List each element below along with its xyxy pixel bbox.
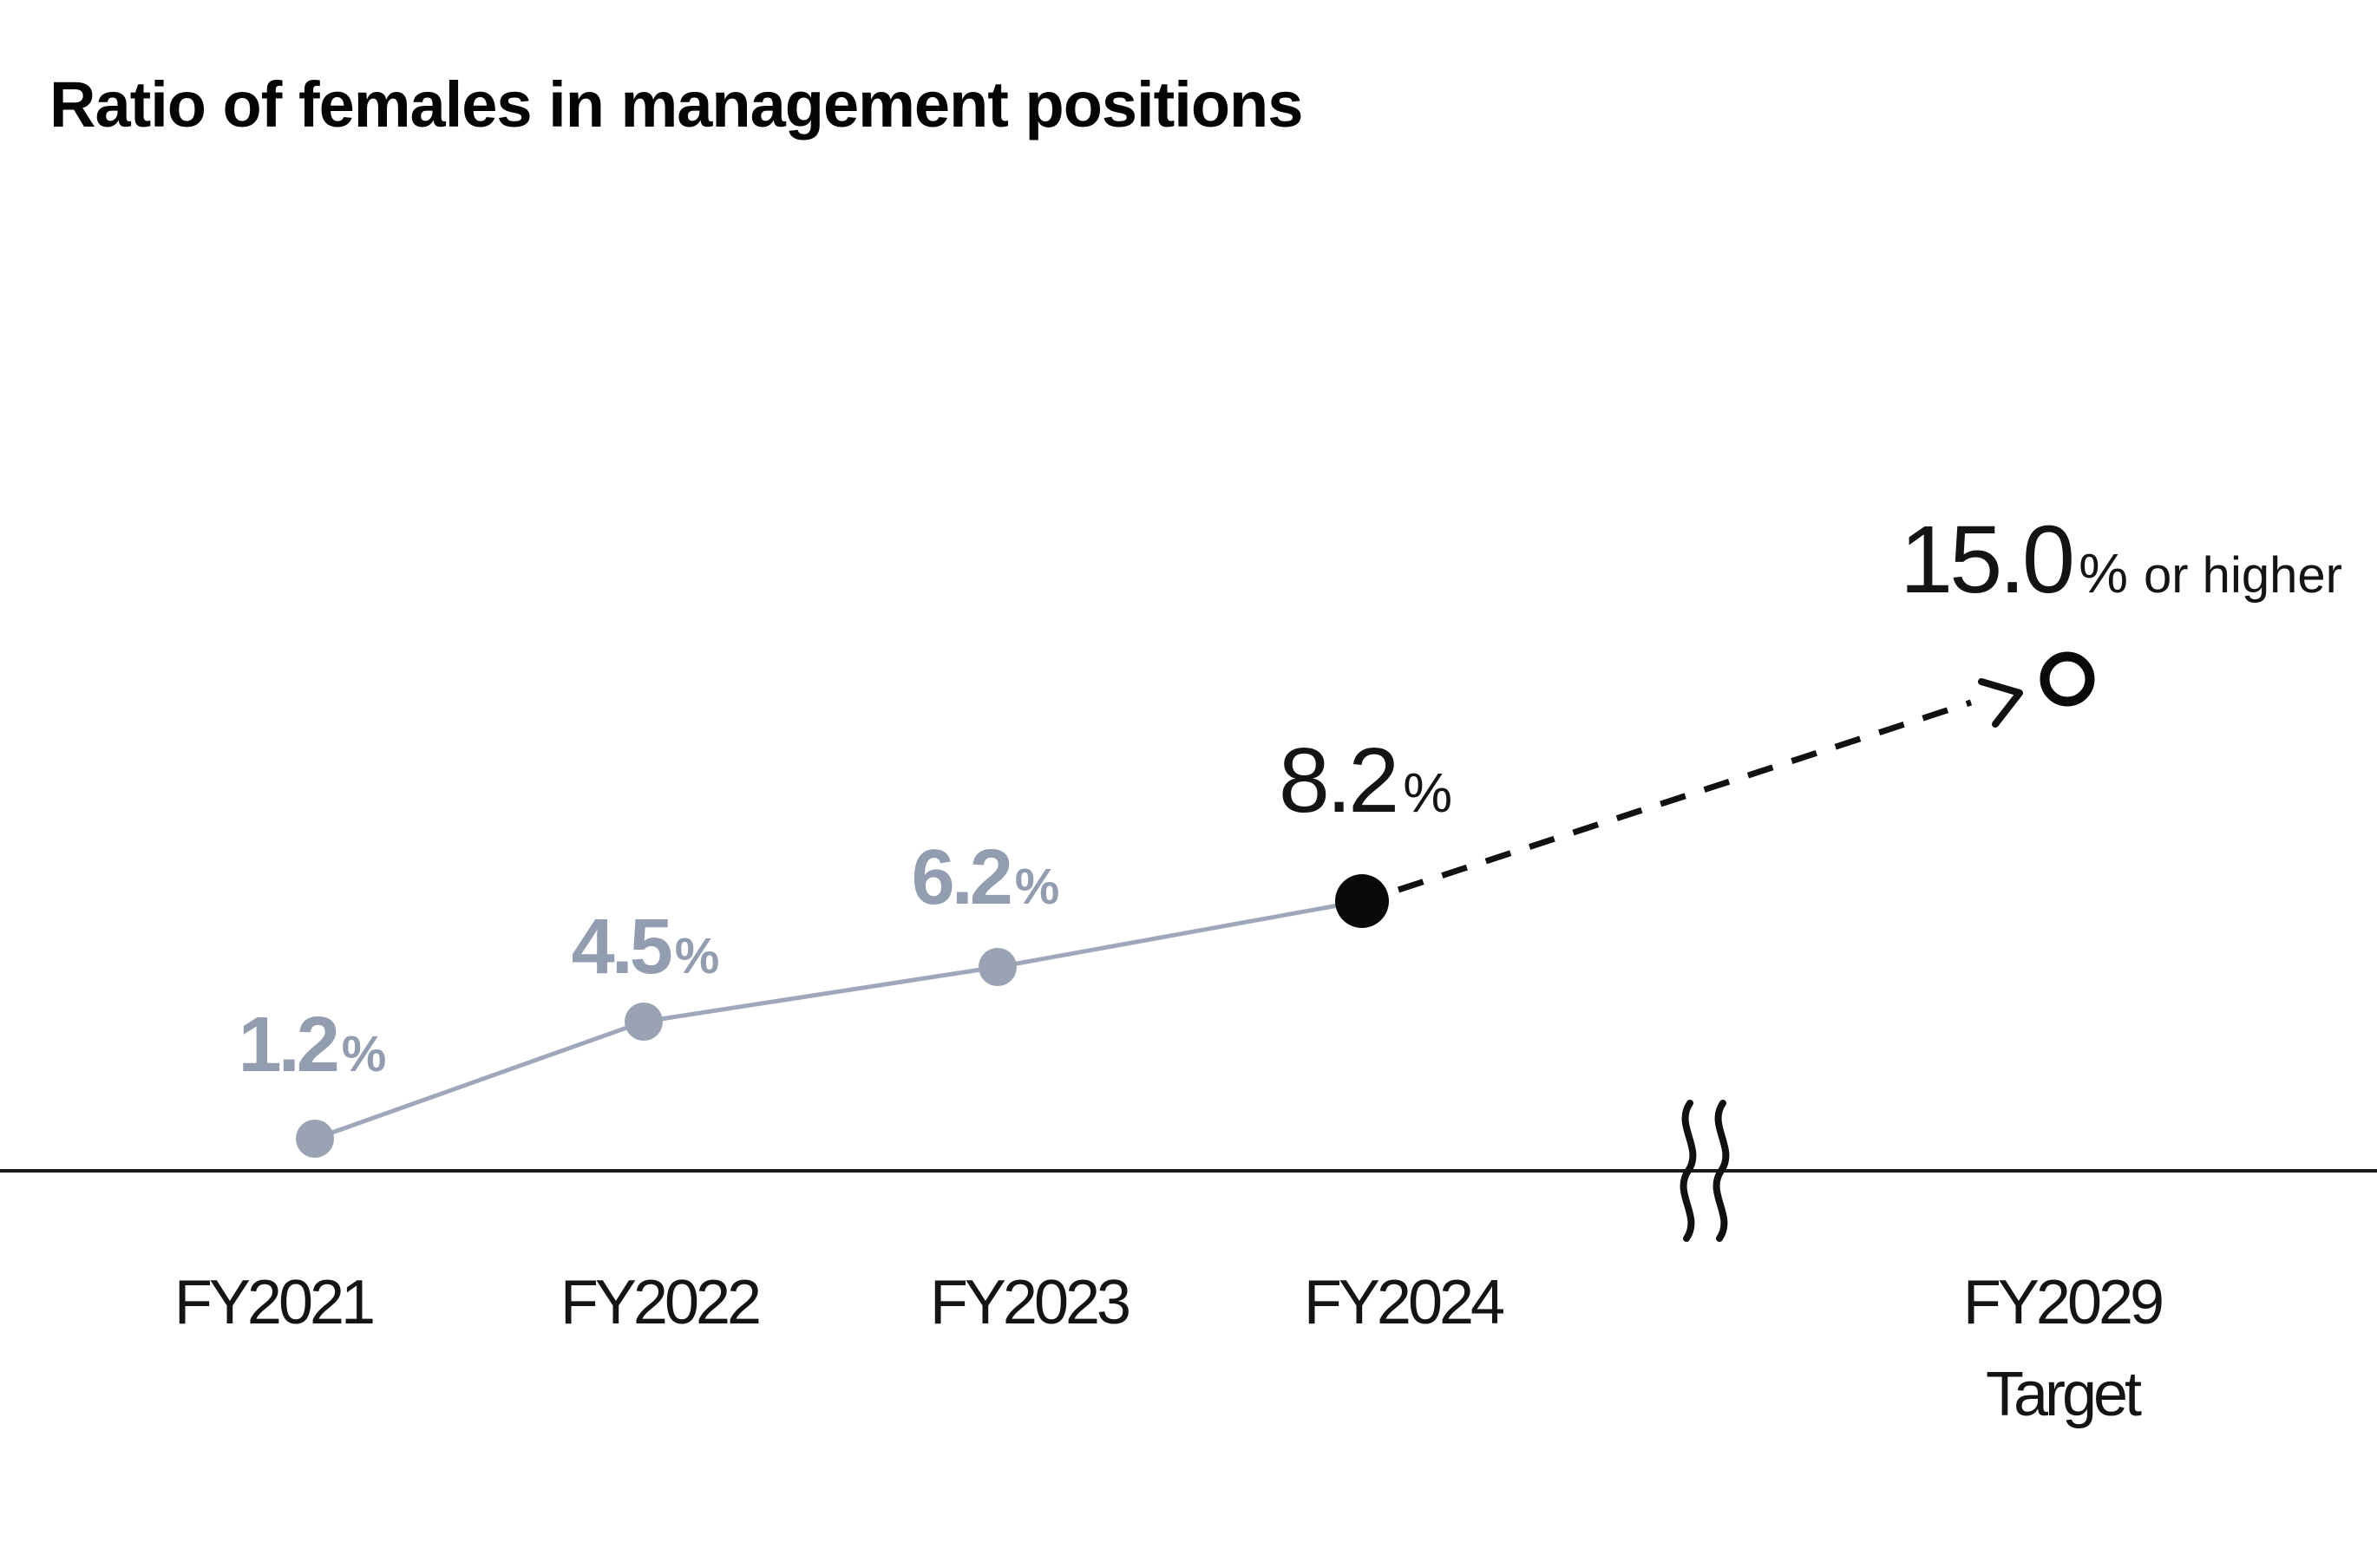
value-label-fy2024: 8.2% [1279, 735, 1452, 826]
x-label-fy2022: FY2022 [560, 1268, 762, 1337]
percent-sign: % [1403, 761, 1453, 824]
percent-sign: % [2079, 542, 2128, 604]
x-label-fy2021: FY2021 [174, 1268, 376, 1337]
percent-sign: % [341, 1026, 387, 1082]
data-point-fy2024 [1335, 874, 1389, 928]
target-suffix: or higher [2144, 547, 2342, 604]
chart-title: Ratio of females in management positions [49, 69, 1303, 140]
data-point-fy2021 [296, 1120, 334, 1158]
percent-sign: % [1014, 859, 1060, 915]
value-label-fy2022: 4.5% [572, 908, 720, 986]
axis-break-squiggle-left [1680, 1100, 1697, 1242]
percent-sign: % [674, 928, 720, 984]
x-label-target-word: Target [1985, 1360, 2142, 1429]
value-label-fy2021: 1.2% [239, 1006, 387, 1084]
x-label-fy2029-target: FY2029 Target [1962, 1257, 2164, 1441]
x-label-fy2023: FY2023 [929, 1268, 1131, 1337]
x-label-fy2024: FY2024 [1303, 1268, 1505, 1337]
data-point-fy2023 [979, 948, 1017, 986]
value-number: 1.2 [238, 1002, 340, 1088]
value-label-target: 15.0% or higher [1900, 513, 2342, 608]
value-number: 15.0 [1900, 506, 2075, 613]
axis-break-squiggle-right [1712, 1100, 1730, 1242]
value-number: 6.2 [911, 834, 1013, 921]
value-number: 8.2 [1278, 729, 1399, 832]
target-ring-icon [2040, 651, 2095, 707]
value-number: 4.5 [571, 904, 673, 990]
projection-dashed-line [1397, 699, 1973, 893]
trend-line [314, 898, 1363, 1141]
arrowhead-icon [1978, 678, 2023, 728]
x-label-year: FY2029 [1962, 1268, 2164, 1337]
value-label-fy2023: 6.2% [912, 839, 1060, 917]
data-point-fy2022 [625, 1003, 663, 1041]
